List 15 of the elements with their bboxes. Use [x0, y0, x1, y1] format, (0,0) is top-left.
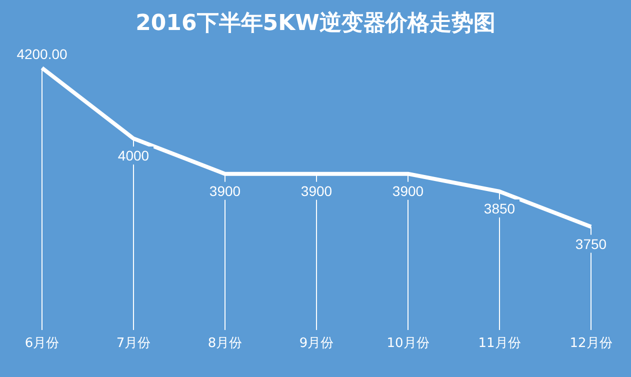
data-label: 4200.00 — [16, 46, 68, 62]
data-label: 3750 — [575, 236, 607, 252]
x-tick-label: 11月份 — [478, 336, 521, 352]
data-label: 3900 — [392, 182, 424, 199]
x-tick-label: 10月份 — [386, 336, 430, 352]
x-tick-label: 12月份 — [570, 336, 612, 352]
x-tick-label: 7月份 — [116, 336, 151, 352]
x-tick-label: 9月份 — [299, 336, 334, 352]
data-label: 4000 — [118, 148, 150, 164]
chart-title: 2016下半年5KW逆变器价格走势图 — [134, 10, 496, 38]
data-label: 3850 — [484, 200, 516, 216]
data-label: 3900 — [209, 182, 241, 199]
x-tick-label: 8月份 — [208, 336, 242, 352]
x-tick-label: 6月份 — [24, 336, 60, 352]
data-label: 3900 — [300, 182, 332, 199]
